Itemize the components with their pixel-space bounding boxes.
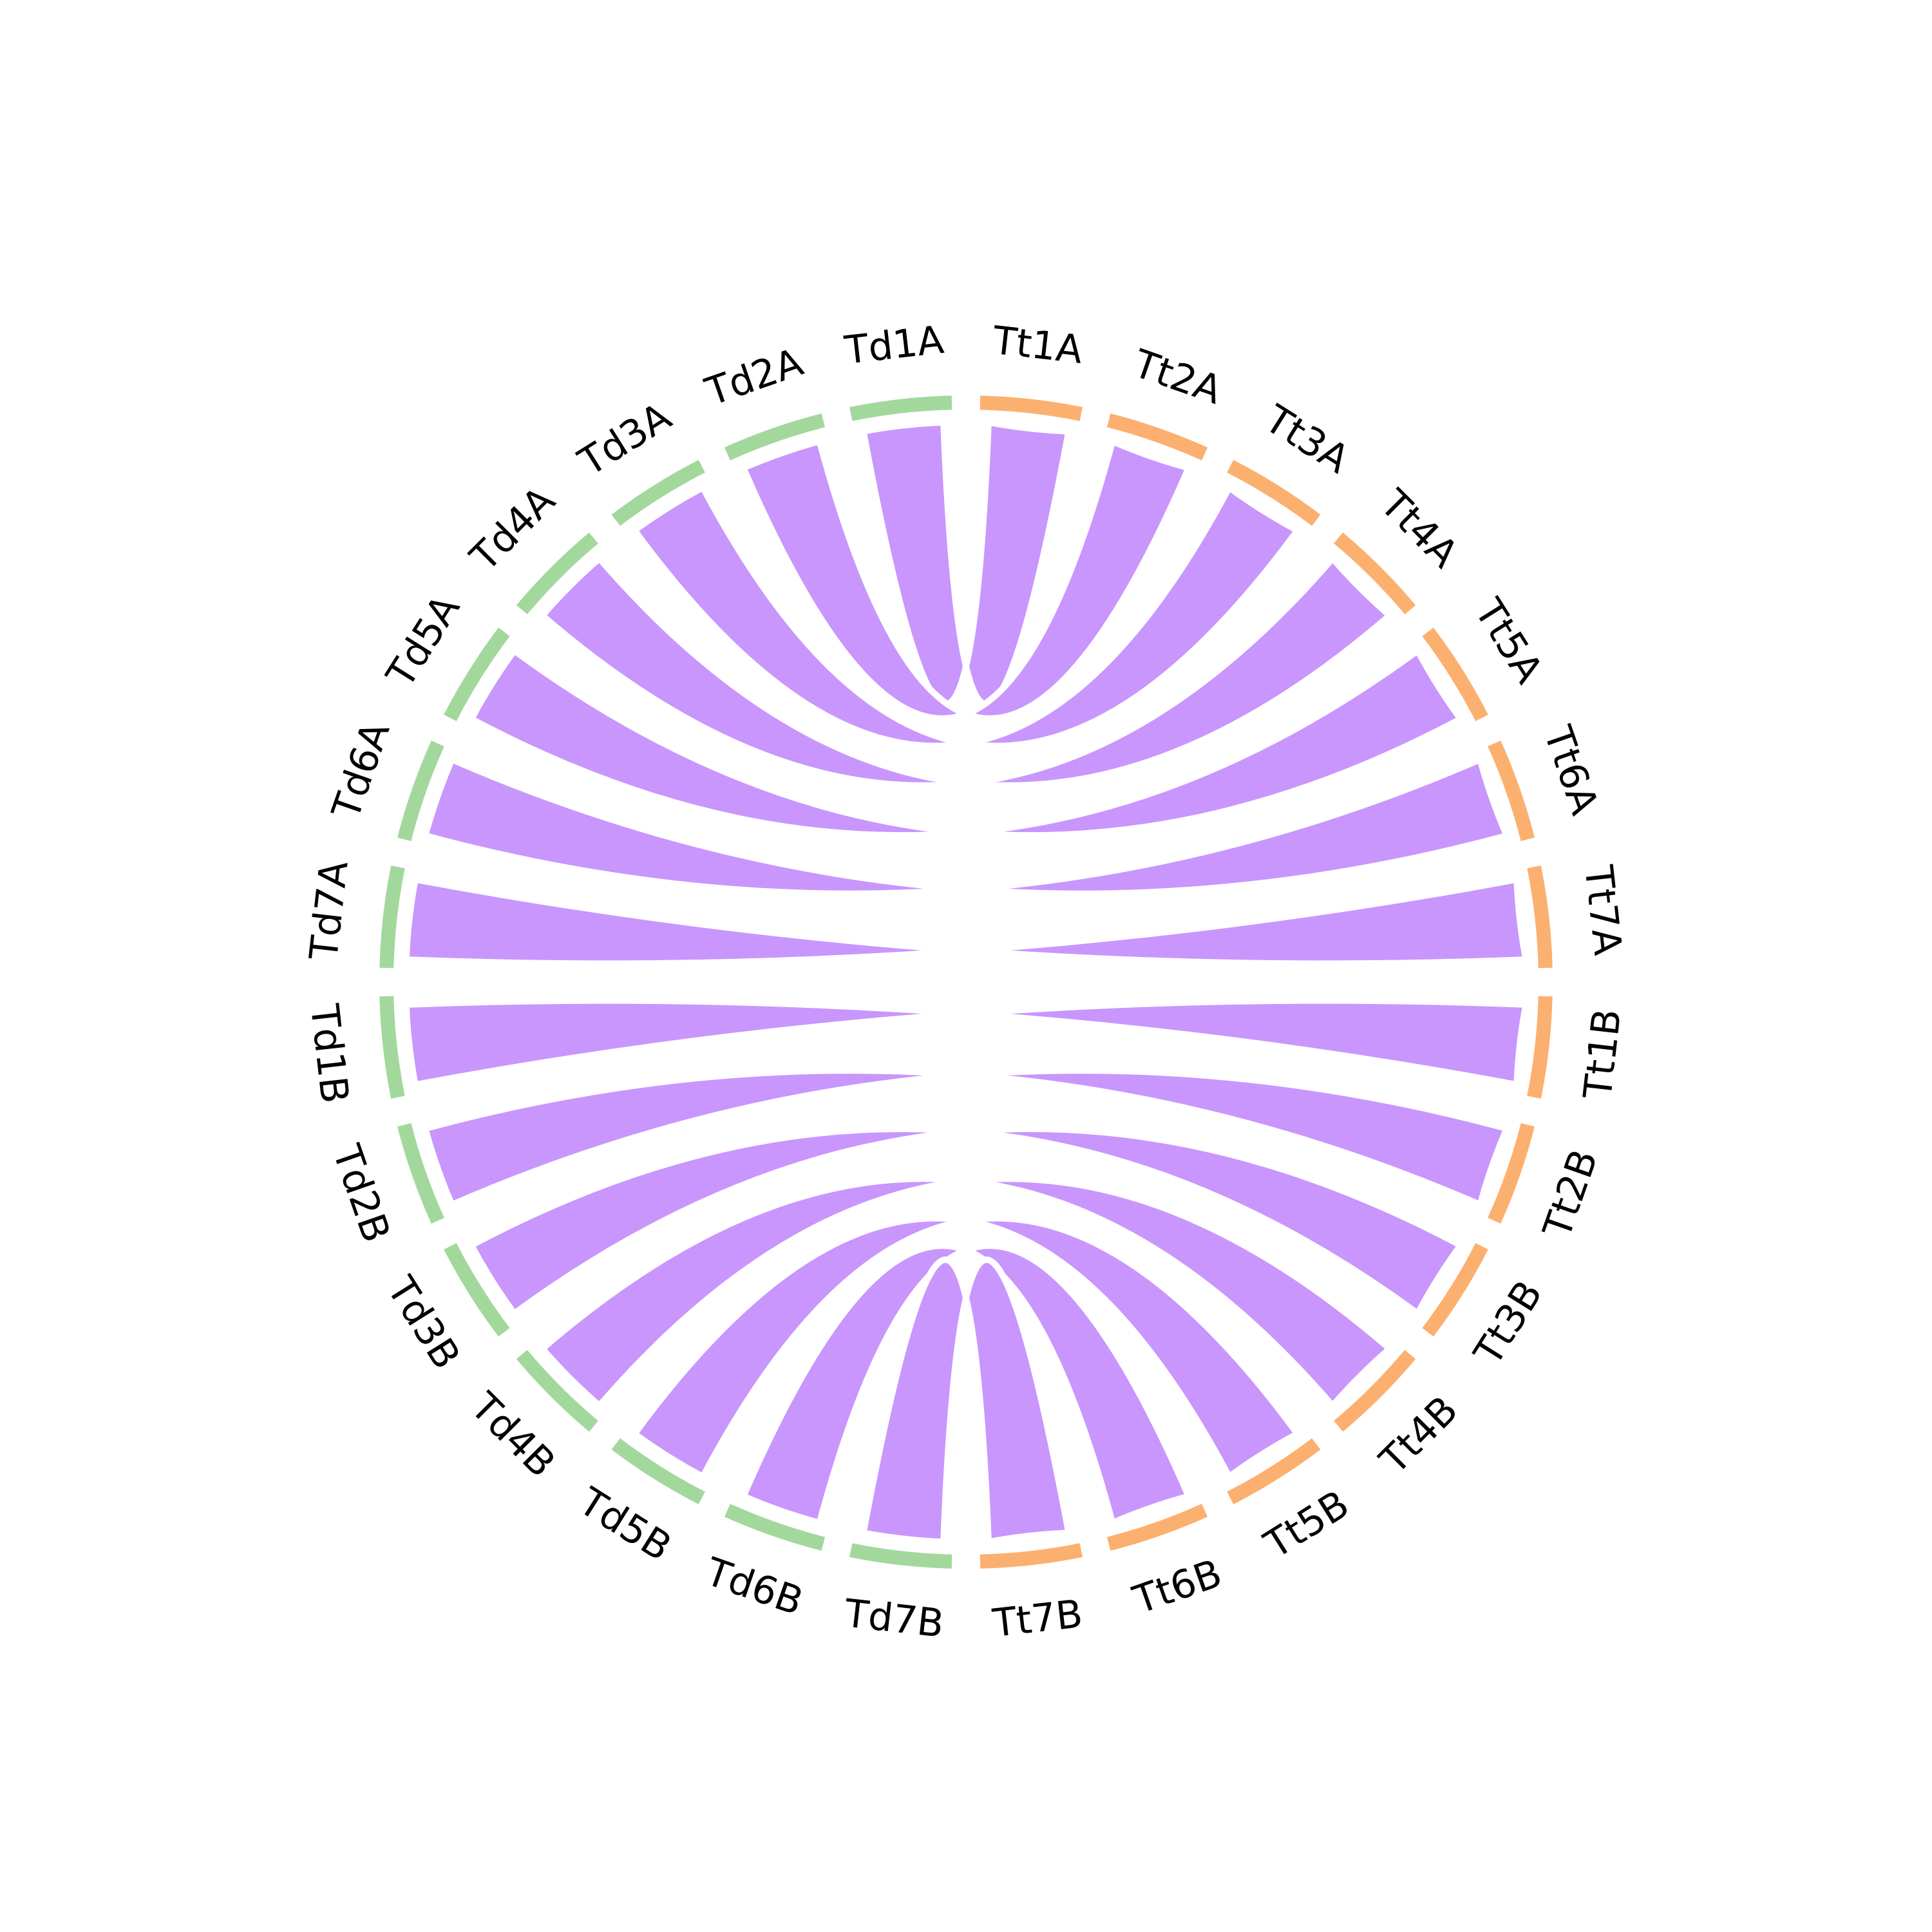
chromosome-Td1B (379, 996, 405, 1099)
chromosome-Td3A (611, 460, 705, 526)
link-Td6A-Tt6A (422, 756, 1510, 897)
link-Td7B-Tt7B (860, 1256, 1072, 1546)
link-Td5A-Tt5A (468, 647, 1464, 839)
chromosome-Tt7A (1527, 866, 1553, 969)
label-Tt1A: Tt1A (990, 318, 1084, 373)
link-Td4A-Tt4A (539, 555, 1393, 789)
chromosome-Tt6B (1106, 1504, 1208, 1551)
chromosome-Td2B (397, 1122, 444, 1224)
chromosome-Tt2A (1106, 413, 1208, 460)
link-Td3A-Tt3A (631, 484, 1301, 750)
chromosome-Td4A (516, 532, 598, 614)
synteny-links (402, 419, 1530, 1546)
chromosome-Tt5A (1422, 627, 1488, 721)
chromosome-Tt3B (1422, 1243, 1488, 1337)
chromosome-Td6B (724, 1504, 826, 1551)
link-Td3B-Tt3B (468, 1125, 1464, 1317)
label-Tt7B: Tt7B (990, 1591, 1084, 1646)
label-Tt1B: Tt1B (1575, 1007, 1630, 1101)
chromosome-Tt1B (1527, 996, 1553, 1099)
chromosome-Td2A (724, 413, 826, 460)
label-Td1A: Td1A (842, 317, 946, 374)
chromosome-Tt6A (1488, 740, 1535, 842)
link-Td2B-Tt2B (422, 1067, 1510, 1208)
chromosome-Td1A (849, 395, 952, 421)
link-Td5B-Tt5B (631, 1215, 1301, 1481)
chromosome-Td5B (611, 1438, 705, 1504)
chromosome-Td4B (516, 1350, 598, 1432)
chromosome-ideograms (379, 395, 1553, 1569)
chromosome-Td3B (444, 1243, 510, 1337)
chromosome-Tt4A (1334, 532, 1416, 614)
chromosome-Tt5B (1227, 1438, 1321, 1504)
chromosome-Tt4B (1334, 1350, 1416, 1432)
link-Td2A-Tt2A (740, 438, 1192, 722)
link-Td1B-Tt1B (402, 997, 1530, 1088)
chromosome-Td6A (397, 740, 444, 842)
link-Td7A-Tt7A (402, 876, 1530, 967)
label-Td7B: Td7B (842, 1591, 946, 1647)
label-Tt7A: Tt7A (1575, 862, 1630, 957)
chromosome-Tt1A (980, 395, 1083, 421)
link-Td4B-Tt4B (539, 1175, 1393, 1409)
chromosome-Tt7B (980, 1543, 1083, 1569)
chromosome-Tt2B (1488, 1122, 1535, 1224)
chromosome-Td7A (379, 866, 405, 969)
chromosome-Td5A (444, 627, 510, 721)
chromosome-Tt3A (1227, 460, 1321, 526)
label-Td1B: Td1B (301, 1001, 357, 1106)
chromosome-Td7B (849, 1543, 952, 1569)
label-Td7A: Td7A (301, 858, 357, 963)
